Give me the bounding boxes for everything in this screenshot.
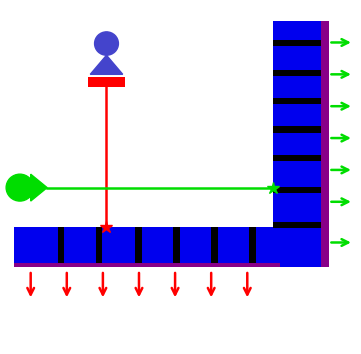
- Bar: [273, 98, 321, 104]
- Bar: [249, 227, 256, 267]
- Bar: [173, 227, 180, 267]
- Bar: [273, 187, 321, 193]
- Bar: [58, 227, 64, 267]
- Bar: [273, 70, 321, 76]
- Bar: [135, 227, 142, 267]
- Bar: [14, 263, 280, 267]
- Bar: [273, 155, 321, 161]
- Bar: [96, 227, 102, 267]
- Bar: [211, 227, 218, 267]
- Polygon shape: [90, 55, 123, 74]
- Bar: [273, 40, 321, 46]
- Polygon shape: [31, 174, 47, 201]
- Bar: [14, 227, 273, 267]
- Bar: [273, 222, 321, 228]
- Bar: [321, 21, 329, 267]
- Bar: [273, 126, 321, 133]
- Circle shape: [95, 32, 118, 55]
- Circle shape: [6, 174, 34, 201]
- Bar: [88, 77, 125, 87]
- Bar: [273, 21, 321, 267]
